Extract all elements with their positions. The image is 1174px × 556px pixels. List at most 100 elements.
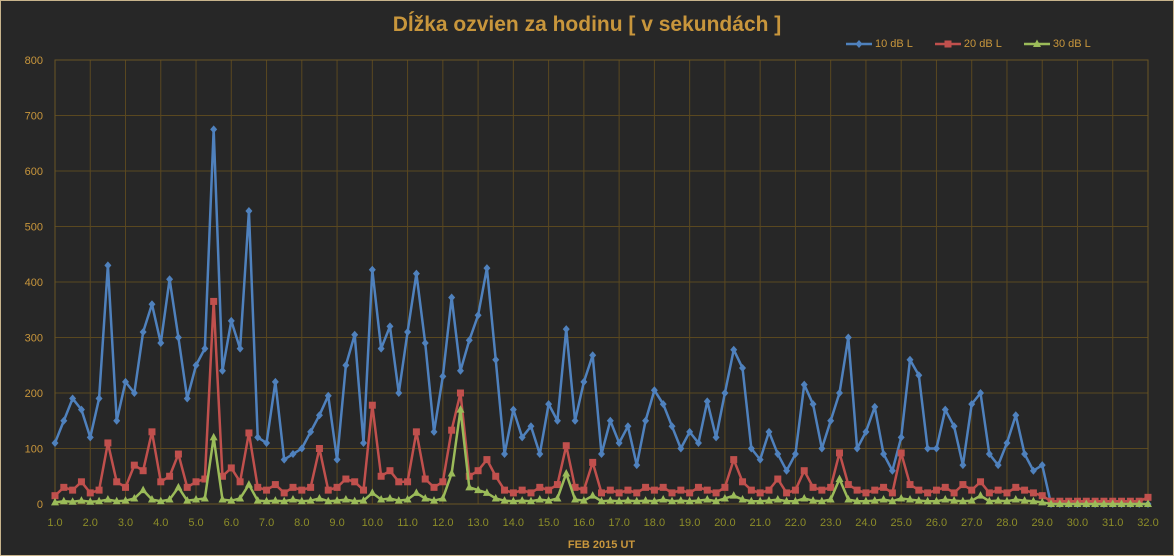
triangle-marker	[465, 482, 474, 491]
diamond-marker	[201, 344, 209, 353]
square-marker	[192, 478, 200, 486]
square-marker	[968, 486, 976, 494]
x-tick-label: 32.0	[1137, 517, 1158, 529]
square-marker	[412, 428, 420, 436]
diamond-marker	[1038, 461, 1046, 470]
triangle-marker	[350, 496, 359, 505]
square-marker	[959, 481, 967, 489]
diamond-marker	[307, 427, 315, 436]
square-marker	[271, 481, 279, 489]
diamond-marker	[880, 450, 888, 459]
triangle-marker	[729, 491, 738, 499]
square-marker	[1021, 486, 1029, 494]
triangle-marker	[412, 488, 421, 496]
triangle-marker	[68, 497, 77, 505]
square-marker	[492, 472, 500, 480]
diamond-marker	[739, 364, 747, 373]
triangle-marker	[553, 493, 562, 502]
legend-item: 30 dB L	[1023, 38, 1091, 50]
triangle-marker	[51, 497, 59, 506]
square-marker	[880, 483, 888, 491]
square-marker	[915, 486, 923, 494]
triangle-marker	[315, 493, 324, 502]
triangle-marker	[1032, 39, 1041, 47]
triangle-marker	[1099, 499, 1108, 507]
triangle-marker	[209, 432, 218, 441]
diamond-marker	[315, 411, 323, 420]
square-marker	[871, 486, 879, 494]
square-marker	[686, 489, 694, 497]
diamond-marker	[448, 293, 456, 302]
legend-item: 10 dB L	[846, 38, 913, 50]
triangle-marker	[535, 495, 544, 503]
square-marker	[818, 486, 826, 494]
triangle-marker	[879, 495, 888, 503]
diamond-marker	[553, 416, 561, 425]
diamond-marker	[703, 397, 711, 406]
square-marker	[227, 464, 235, 472]
triangle-marker	[156, 496, 165, 505]
diamond-marker	[906, 355, 914, 364]
diamond-marker	[606, 416, 614, 425]
triangle-marker	[218, 495, 227, 503]
triangle-marker	[782, 496, 791, 505]
triangle-marker	[385, 493, 394, 502]
diamond-marker	[862, 427, 870, 436]
triangle-marker	[491, 493, 500, 502]
square-marker	[580, 486, 588, 494]
diamond-marker	[650, 386, 658, 395]
diamond-marker	[730, 345, 738, 354]
triangle-marker	[280, 496, 289, 505]
diamond-marker	[756, 455, 764, 464]
square-marker	[324, 486, 332, 494]
triangle-marker	[1091, 499, 1100, 507]
diamond-marker	[377, 344, 385, 353]
triangle-marker	[227, 496, 236, 504]
diamond-marker	[686, 427, 694, 436]
diamond-marker	[254, 433, 262, 442]
y-tick-label: 600	[25, 166, 43, 178]
square-marker	[254, 483, 262, 491]
diamond-marker	[800, 380, 808, 389]
series-30-db-l	[51, 405, 1152, 507]
diamond-marker	[333, 455, 341, 464]
diamond-marker	[60, 416, 68, 425]
square-marker	[994, 486, 1002, 494]
square-marker	[703, 486, 711, 494]
square-marker	[289, 483, 297, 491]
square-marker	[368, 401, 376, 409]
triangle-marker	[59, 496, 68, 505]
x-tick-label: 18.0	[644, 517, 665, 529]
triangle-marker	[482, 488, 491, 496]
series-line	[53, 128, 1148, 506]
diamond-marker	[765, 427, 773, 436]
diamond-marker	[483, 264, 491, 273]
x-tick-label: 24.0	[855, 517, 876, 529]
diamond-marker	[183, 394, 191, 403]
x-tick-label: 27.0	[961, 517, 982, 529]
triangle-marker	[430, 496, 439, 504]
square-marker	[721, 483, 729, 491]
diamond-marker	[492, 355, 500, 364]
series-20-db-l	[51, 297, 1152, 505]
square-marker	[783, 489, 791, 497]
square-marker	[60, 483, 68, 491]
triangle-marker	[421, 493, 430, 502]
diamond-marker	[404, 327, 412, 336]
square-marker	[527, 489, 535, 497]
triangle-marker	[870, 496, 879, 504]
x-tick-label: 15.0	[538, 517, 559, 529]
square-marker	[1038, 492, 1046, 500]
triangle-marker	[130, 493, 139, 502]
square-marker	[201, 475, 209, 483]
diamond-marker	[888, 466, 896, 475]
triangle-marker	[1064, 499, 1073, 507]
square-marker	[86, 489, 94, 497]
triangle-marker	[668, 496, 677, 505]
square-marker	[104, 439, 112, 447]
square-marker	[439, 478, 447, 486]
diamond-marker	[985, 450, 993, 459]
diamond-marker	[853, 444, 861, 453]
triangle-marker	[694, 496, 703, 504]
triangle-marker	[1002, 496, 1011, 505]
